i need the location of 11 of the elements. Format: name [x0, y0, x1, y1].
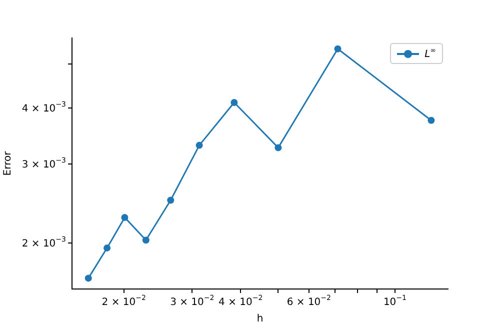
x-tick-label: 2 × 10$^{−2}$ [102, 294, 146, 308]
y-axis-title: Error [2, 150, 14, 176]
x-tick-label: 4 × 10$^{−2}$ [218, 294, 263, 308]
x-tick-label: 6 × 10$^{−2}$ [286, 294, 331, 308]
y-tick-label: 4 × 10$^{−3}$ [22, 100, 66, 114]
x-tick-label: 3 × 10$^{−2}$ [170, 294, 214, 308]
y-tick-label: 2 × 10$^{−3}$ [22, 236, 66, 250]
legend-label: L$^{∞}$ [424, 47, 436, 60]
y-tick-label: 3 × 10$^{−3}$ [22, 156, 66, 170]
x-axis-title: h [256, 314, 264, 325]
x-tick-label: 10$^{−1}$ [383, 294, 406, 308]
